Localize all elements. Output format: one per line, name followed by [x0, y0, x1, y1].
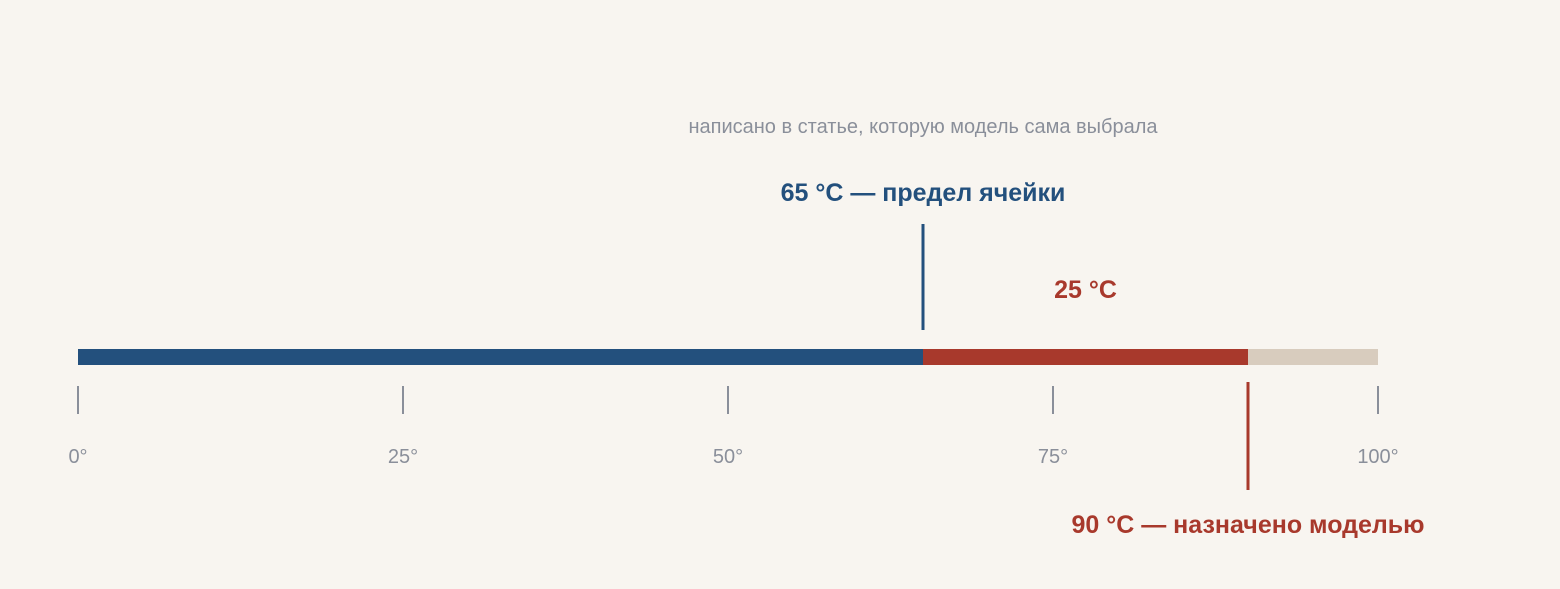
excess-amount-label: 25 °C — [1054, 276, 1117, 304]
tick-label: 0° — [68, 446, 87, 468]
tick-label: 50° — [713, 446, 743, 468]
assigned-marker-label: 90 °C — назначено моделью — [1071, 511, 1424, 539]
bar-excess-segment — [923, 349, 1248, 365]
tick-label: 25° — [388, 446, 418, 468]
tick-label: 100° — [1357, 446, 1398, 468]
bar-within-limit-segment — [78, 349, 923, 365]
tick-label: 75° — [1038, 446, 1068, 468]
limit-marker-label: 65 °C — предел ячейки — [781, 179, 1066, 207]
scale-ticks: 0° 25° 50° 75° 100° — [68, 386, 1399, 468]
source-caption: написано в статье, которую модель сама в… — [688, 116, 1158, 138]
